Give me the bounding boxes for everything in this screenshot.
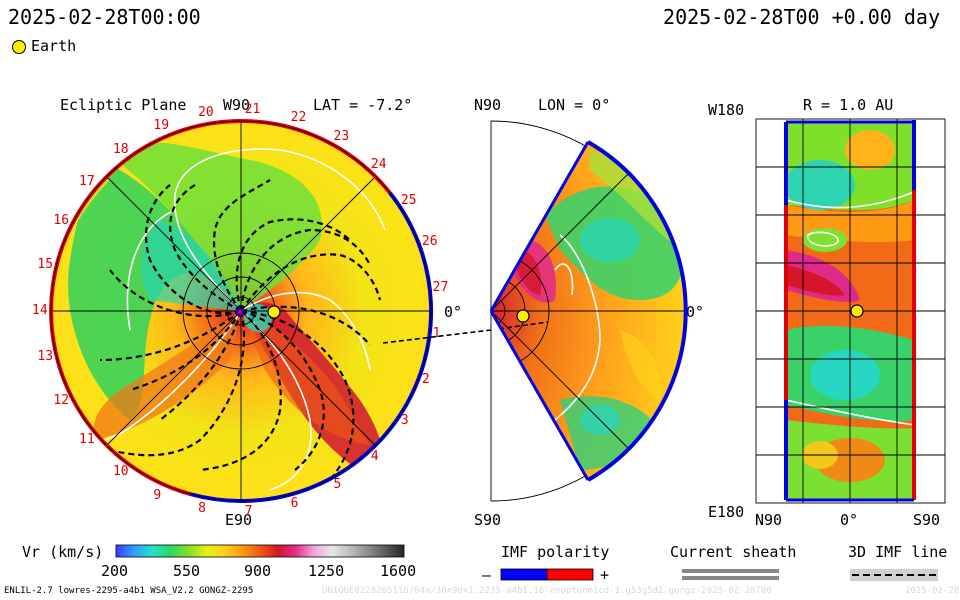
ecliptic-rotation-label: 20 [198, 105, 214, 121]
imf-plus-sign: + [600, 566, 610, 584]
meridional-earth-marker-icon [516, 309, 530, 323]
ecliptic-lat-label: LAT = -7.2° [313, 96, 413, 114]
ecliptic-rotation-label: 23 [333, 128, 350, 144]
meridional-panel [489, 120, 688, 502]
ecliptic-rotation-label: 19 [153, 118, 170, 134]
ecliptic-rotation-label: 18 [112, 141, 129, 157]
ecliptic-rotation-label: 8 [198, 500, 206, 516]
meridional-n90-label: N90 [474, 96, 502, 114]
imf-line-swatch [850, 569, 938, 581]
ecliptic-rotation-label: 7 [244, 503, 253, 519]
vr-colorbar [115, 544, 405, 558]
colorbar-tick-200: 200 [101, 562, 129, 580]
radial-x-label-n90: N90 [755, 511, 783, 529]
ecliptic-rotation-label: 2 [421, 371, 430, 387]
current-sheath-title: Current sheath [670, 543, 797, 561]
ecliptic-rotation-label: 5 [333, 477, 342, 493]
ecliptic-rotation-label: 26 [421, 234, 438, 250]
imf-polarity-title: IMF polarity [501, 543, 610, 561]
imf-line-title: 3D IMF line [848, 543, 948, 561]
ecliptic-rotation-label: 15 [37, 256, 54, 272]
radial-panel [755, 118, 946, 504]
imf-minus-sign: – [482, 566, 492, 584]
ecliptic-earth-marker-icon [267, 305, 281, 319]
current-sheath-swatch [682, 569, 779, 580]
ecliptic-rotation-label: 1 [432, 326, 441, 342]
radial-title: R = 1.0 AU [803, 96, 894, 114]
ecliptic-rotation-label: 27 [432, 279, 449, 295]
ecliptic-e90-label: E90 [225, 511, 253, 529]
ecliptic-rotation-label: 22 [290, 110, 307, 126]
ecliptic-rotation-label: 21 [244, 102, 261, 118]
imf-negative-swatch [500, 568, 548, 581]
earth-legend-label: Earth [31, 37, 77, 55]
colorbar-tick-550: 550 [173, 562, 201, 580]
colorbar-tick-1250: 1250 [308, 562, 345, 580]
ecliptic-rotation-label: 11 [79, 432, 95, 448]
ecliptic-rotation-label: 25 [400, 192, 417, 208]
ecliptic-rotation-label: 17 [79, 173, 95, 189]
radial-w180-label: W180 [708, 101, 745, 119]
model-info: ENLIL-2.7 lowres-2295-a4b1 WSA_V2.2 GONG… [4, 586, 254, 596]
radial-earth-marker-icon [850, 304, 864, 318]
ecliptic-rotation-label: 4 [370, 449, 379, 465]
ecliptic-0deg-label: 0° [444, 303, 463, 321]
radial-x-label-s90: S90 [913, 511, 941, 529]
earth-marker-icon [12, 40, 26, 54]
meridional-0deg-label: 0° [686, 303, 705, 321]
imf-positive-swatch [546, 568, 594, 581]
ecliptic-rotation-label: 16 [53, 212, 70, 228]
ecliptic-rotation-label: 13 [37, 349, 54, 365]
ecliptic-rotation-label: 6 [290, 495, 299, 511]
ecliptic-rotation-label: 3 [400, 413, 409, 429]
ecliptic-title: Ecliptic Plane [60, 96, 187, 114]
run-date: 2025-02-26 [905, 586, 960, 596]
ecliptic-rotation-label: 10 [112, 464, 129, 480]
radial-e180-label: E180 [708, 503, 745, 521]
run-datetime: 2025-02-28T00:00 [8, 5, 201, 29]
ecliptic-rotation-label: 9 [153, 487, 162, 503]
ecliptic-rotation-label: 24 [370, 156, 387, 172]
forecast-datetime: 2025-02-28T00 +0.00 day [663, 5, 940, 29]
ecliptic-panel [49, 119, 492, 503]
ecliptic-rotation-label: 14 [32, 303, 48, 318]
colorbar-label: Vr (km/s) [22, 543, 104, 561]
run-info: UNIQUE0228205116/64a/30x90x1.2235-a4b1.1… [322, 586, 772, 596]
radial-x-label-0deg: 0° [840, 511, 859, 529]
ecliptic-w90-label: W90 [223, 96, 251, 114]
colorbar-tick-1600: 1600 [380, 562, 417, 580]
colorbar-tick-900: 900 [244, 562, 272, 580]
meridional-s90-label: S90 [474, 511, 502, 529]
meridional-lon-label: LON = 0° [538, 96, 611, 114]
ecliptic-rotation-label: 12 [53, 393, 70, 409]
